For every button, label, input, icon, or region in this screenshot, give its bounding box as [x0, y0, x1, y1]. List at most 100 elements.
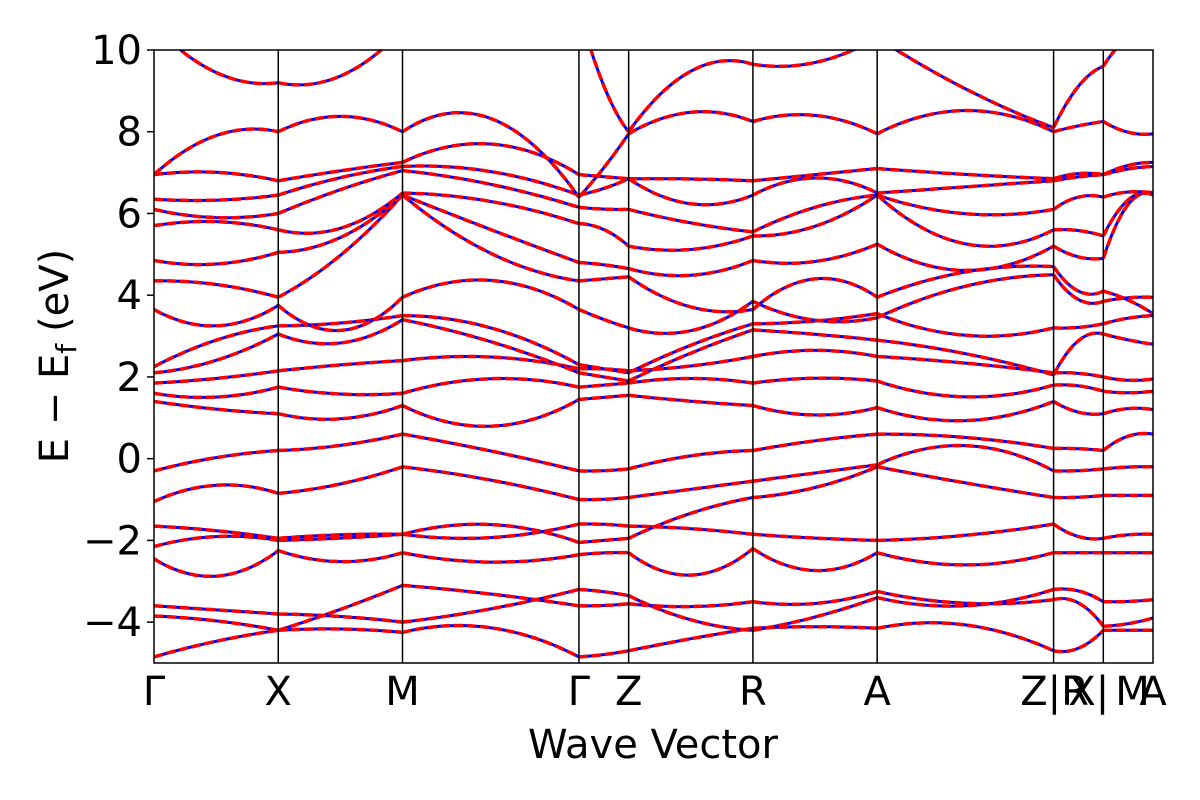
band-line-reference	[751, 276, 879, 311]
band-line-reference	[277, 295, 404, 333]
band-line-comparison	[752, 50, 857, 68]
x-tick-label: M	[385, 669, 420, 715]
band-line-reference	[578, 601, 629, 608]
band-line-reference	[1053, 227, 1104, 238]
band-line-reference	[154, 614, 279, 633]
band-line-comparison	[1053, 629, 1105, 654]
band-line-reference	[1053, 446, 1104, 453]
band-line-reference	[752, 112, 878, 136]
y-tick-label: 0	[117, 437, 142, 483]
band-line-reference	[1103, 616, 1153, 628]
band-line-reference	[154, 369, 279, 385]
band-line-reference	[402, 583, 580, 608]
y-axis: −4 −2 0 2 4 6 8 10	[83, 28, 154, 646]
band-line-reference	[401, 110, 581, 199]
band-line-reference	[1052, 522, 1104, 541]
band-line-reference	[751, 547, 879, 573]
band-line-reference	[877, 338, 1055, 377]
band-line-reference	[578, 522, 629, 528]
band-line-reference	[628, 626, 754, 653]
band-line-reference	[877, 166, 1054, 181]
band-line-reference	[277, 385, 403, 397]
band-line-comparison	[628, 449, 753, 471]
band-line-reference	[876, 551, 1055, 567]
x-tick-label: A	[863, 669, 891, 715]
band-line-reference	[1101, 50, 1118, 68]
band-line-reference	[876, 311, 1054, 338]
band-line-reference	[1102, 332, 1153, 346]
band-line-reference	[402, 317, 580, 375]
band-line-reference	[893, 50, 1055, 130]
band-line-reference	[1102, 160, 1153, 177]
band-line-reference	[578, 172, 629, 181]
band-line-reference	[154, 170, 279, 183]
band-line-reference	[876, 589, 1054, 606]
band-line-reference	[1102, 532, 1153, 541]
band-line-comparison	[402, 191, 580, 226]
x-axis: Γ X M Γ Z R A Z |RX| MA	[143, 669, 1167, 715]
band-line-reference	[628, 479, 754, 500]
band-line-reference	[627, 328, 754, 383]
high-symmetry-lines	[277, 50, 1105, 663]
band-line-reference	[752, 432, 878, 453]
band-line-reference	[154, 399, 279, 416]
band-line-reference	[401, 193, 580, 265]
band-line-reference	[877, 354, 1054, 375]
band-line-reference	[278, 612, 403, 624]
band-line-reference	[578, 381, 629, 389]
band-line-reference	[752, 465, 878, 500]
band-line-reference	[876, 443, 1055, 473]
band-line-reference	[1102, 406, 1153, 416]
band-line-reference	[278, 432, 403, 453]
band-line-reference	[402, 432, 580, 473]
band-line-reference	[628, 299, 754, 336]
band-line-reference	[1052, 331, 1104, 376]
band-line-reference	[877, 432, 1054, 451]
y-tick-label: −4	[83, 600, 142, 646]
band-line-comparison	[154, 279, 279, 299]
band-line-reference	[154, 207, 279, 220]
band-line-reference	[402, 313, 580, 367]
band-line-comparison	[403, 9, 579, 46]
x-tick-label: A	[1139, 669, 1167, 715]
band-line-reference	[1103, 389, 1153, 395]
band-line-reference	[277, 50, 384, 87]
band-line-reference	[154, 549, 280, 579]
band-line-reference	[403, 9, 579, 46]
x-axis-title: Wave Vector	[528, 722, 779, 768]
band-line-reference	[154, 250, 279, 267]
band-line-reference	[876, 621, 1055, 653]
plot-frame	[153, 49, 1154, 664]
band-line-reference	[154, 279, 279, 299]
band-line-reference	[1053, 467, 1104, 473]
band-line-comparison	[1102, 50, 1117, 68]
band-line-reference	[154, 127, 279, 176]
band-line-comparison	[627, 594, 753, 632]
band-line-reference	[628, 524, 754, 537]
band-line-reference	[1053, 596, 1105, 628]
x-tick-label: Γ	[143, 669, 166, 715]
band-line-reference	[752, 589, 878, 607]
x-tick-label: Z	[615, 669, 642, 715]
band-line-reference	[1102, 431, 1153, 452]
band-line-comparison	[278, 193, 404, 254]
band-line-reference	[1102, 120, 1153, 137]
band-line-reference	[1102, 289, 1153, 316]
band-line-reference	[876, 108, 1055, 136]
band-line-reference	[278, 532, 403, 541]
band-line-reference	[401, 397, 580, 429]
band-line-reference	[1053, 383, 1104, 393]
band-line-reference	[1102, 375, 1153, 383]
band-line-reference	[578, 648, 629, 659]
band-line-reference	[752, 299, 878, 324]
band-line-comparison	[876, 621, 1055, 653]
band-line-reference	[578, 550, 629, 557]
band-line-reference	[752, 166, 878, 183]
band-line-reference	[154, 332, 280, 375]
band-line-reference	[277, 318, 404, 346]
band-line-reference	[628, 258, 754, 278]
band-line-reference	[752, 176, 878, 197]
band-line-reference	[402, 168, 580, 209]
y-tick-label: 4	[117, 273, 142, 319]
